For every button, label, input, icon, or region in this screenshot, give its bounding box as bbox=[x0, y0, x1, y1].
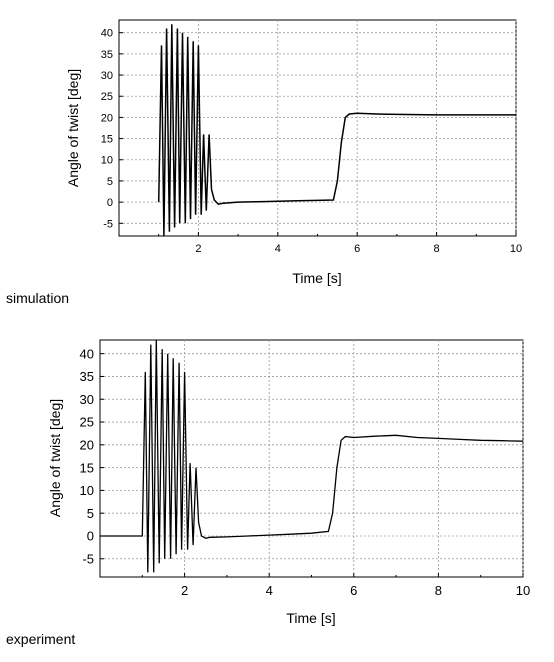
y-tick-label: 40 bbox=[101, 28, 113, 40]
y-tick-label: 10 bbox=[101, 155, 113, 167]
series-line-experiment bbox=[100, 339, 523, 573]
y-tick-labels: 40 35 30 25 20 15 10 5 0 -5 bbox=[80, 346, 94, 566]
y-tick-label: -5 bbox=[82, 551, 94, 566]
y-tick-label: 20 bbox=[80, 438, 94, 453]
y-tick-label: 5 bbox=[107, 176, 113, 188]
x-tick-label: 6 bbox=[350, 583, 357, 598]
ticks bbox=[100, 353, 524, 577]
x-tick-label: 8 bbox=[435, 583, 442, 598]
y-tick-label: 10 bbox=[80, 483, 94, 498]
simulation-chart: 40 35 30 25 20 15 10 5 0 -5 2 4 6 8 10 Time [s] Angle… bbox=[65, 19, 522, 286]
y-tick-labels: 40 35 30 25 20 15 10 5 0 -5 bbox=[101, 28, 113, 231]
x-tick-label: 8 bbox=[434, 243, 440, 255]
y-tick-label: 35 bbox=[80, 369, 94, 384]
grid bbox=[100, 340, 524, 577]
caption-experiment: experiment bbox=[6, 631, 76, 647]
x-axis-label: Time [s] bbox=[292, 270, 341, 286]
y-tick-label: 15 bbox=[101, 134, 113, 146]
series-line-simulation bbox=[157, 24, 516, 237]
y-tick-label: 40 bbox=[80, 346, 94, 361]
x-tick-label: 4 bbox=[266, 583, 273, 598]
x-tick-labels: 2 4 6 8 10 bbox=[195, 243, 522, 255]
y-axis-label: Angle of twist [deg] bbox=[65, 69, 81, 187]
y-tick-label: 30 bbox=[80, 392, 94, 407]
y-tick-label: 5 bbox=[87, 506, 94, 521]
x-tick-labels: 2 4 6 8 10 bbox=[181, 583, 530, 598]
y-tick-label: 35 bbox=[101, 49, 113, 61]
caption-simulation: simulation bbox=[6, 290, 70, 306]
x-tick-label: 2 bbox=[181, 583, 188, 598]
x-tick-label: 6 bbox=[354, 243, 360, 255]
x-tick-label: 10 bbox=[516, 583, 530, 598]
experiment-chart: 40 35 30 25 20 15 10 5 0 -5 2 4 6 8 10 Time [s] Angle… bbox=[47, 339, 530, 626]
y-tick-label: 15 bbox=[80, 460, 94, 475]
y-tick-label: 25 bbox=[80, 415, 94, 430]
y-tick-label: -5 bbox=[103, 218, 113, 230]
x-tick-label: 10 bbox=[510, 243, 522, 255]
x-tick-label: 4 bbox=[275, 243, 281, 255]
x-tick-label: 2 bbox=[195, 243, 201, 255]
y-tick-label: 0 bbox=[87, 529, 94, 544]
y-tick-label: 25 bbox=[101, 91, 113, 103]
ticks bbox=[119, 32, 517, 236]
y-tick-label: 20 bbox=[101, 112, 113, 124]
y-axis-label: Angle of twist [deg] bbox=[47, 399, 63, 517]
x-axis-label: Time [s] bbox=[286, 610, 335, 626]
y-tick-label: 0 bbox=[107, 197, 113, 209]
y-tick-label: 30 bbox=[101, 70, 113, 82]
